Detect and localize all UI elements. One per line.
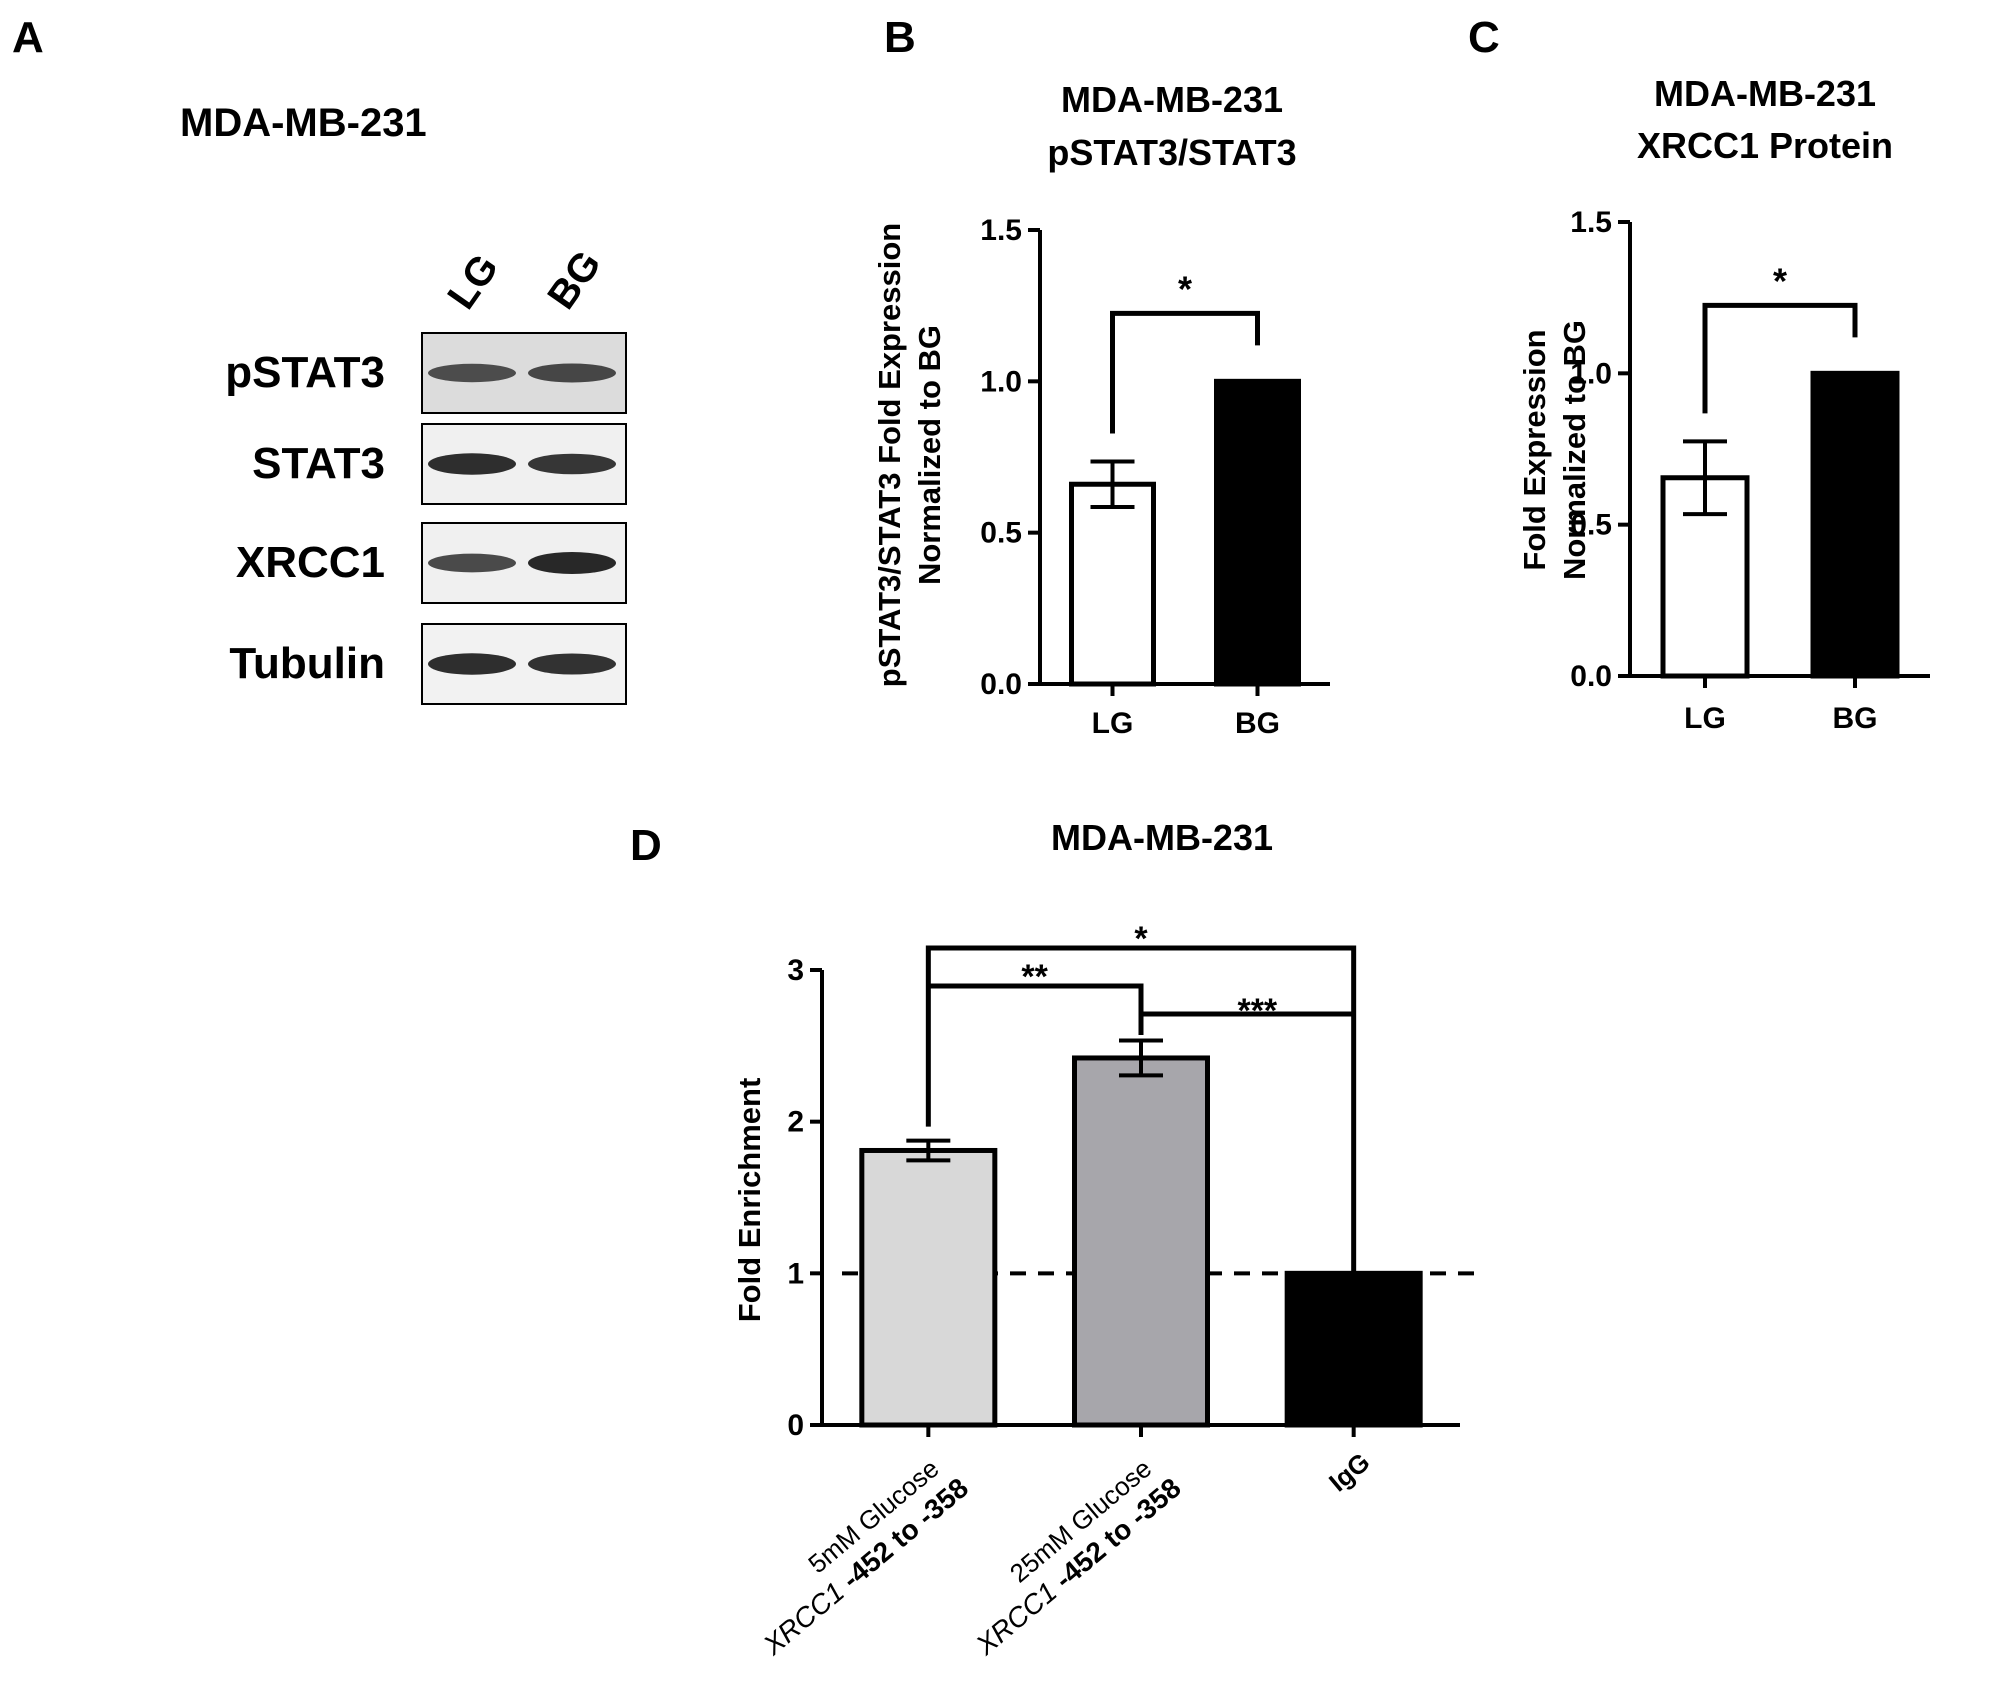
blot-label: XRCC1 <box>236 538 385 587</box>
blot-title: MDA-MB-231 <box>180 101 427 145</box>
x-tick-label: BG <box>1833 702 1878 735</box>
y-tick-label: 0.0 <box>980 668 1022 701</box>
y-tick-label: 3 <box>787 954 804 987</box>
blot-label: Tubulin <box>229 639 385 688</box>
significance-bracket <box>1138 1011 1354 1035</box>
blot-band <box>528 552 616 574</box>
chart-title: MDA-MB-231 <box>1061 79 1283 120</box>
x-tick-label: IgG <box>1323 1447 1375 1498</box>
gene-name: XRCC1 <box>969 1576 1062 1661</box>
blot-band <box>428 453 516 475</box>
y-tick-label: 1 <box>787 1257 804 1290</box>
significance-bracket <box>1110 310 1260 434</box>
y-tick-label: 2 <box>787 1106 804 1139</box>
y-axis-label: pSTAT3/STAT3 Fold Expression <box>872 223 907 687</box>
blot-band <box>528 453 616 475</box>
gene-name: XRCC1 <box>757 1576 850 1661</box>
y-tick-label: 1.5 <box>1570 206 1612 239</box>
bar <box>1810 370 1900 679</box>
bar <box>1072 1055 1210 1428</box>
significance-label: * <box>1178 268 1192 309</box>
chart-title: XRCC1 Protein <box>1637 125 1893 166</box>
y-tick-label: 0.5 <box>980 517 1022 550</box>
lane-label-bg: BG <box>539 243 609 317</box>
y-axis-label: Fold Expression <box>1517 329 1552 570</box>
significance-label: ** <box>1021 958 1048 996</box>
panel-letter-a: A <box>12 13 44 62</box>
blot-band <box>528 653 616 675</box>
y-tick-label: 0 <box>787 1409 804 1442</box>
panel-letter-c: C <box>1468 13 1500 62</box>
significance-label: * <box>1134 920 1148 958</box>
western-blot-panel: MDA-MB-231 LG BG pSTAT3 STAT3 XRCC1 Tubulin <box>180 101 627 705</box>
significance-bracket <box>925 945 1357 1330</box>
y-tick-label: 1.0 <box>980 365 1022 398</box>
y-axis-label: Fold Enrichment <box>732 1078 767 1323</box>
lane-label-lg: LG <box>439 246 507 317</box>
y-tick-label: 1.0 <box>1570 357 1612 390</box>
chart-b: MDA-MB-231 pSTAT3/STAT3 pSTAT3/STAT3 Fold … <box>872 79 1330 740</box>
x-tick-label: LG <box>1092 707 1134 740</box>
y-axis-label: Normalized to BG <box>912 325 947 585</box>
y-tick-label: 0.5 <box>1570 509 1612 542</box>
y-tick-label: 0.0 <box>1570 660 1612 693</box>
blot-band <box>428 363 516 383</box>
blot-strips: pSTAT3 STAT3 XRCC1 Tubulin <box>225 332 627 705</box>
chart-title: MDA-MB-231 <box>1654 73 1876 114</box>
blot-label: pSTAT3 <box>225 348 385 397</box>
panel-letter-b: B <box>884 13 916 62</box>
blot-band <box>528 363 616 383</box>
significance-label: * <box>1773 260 1787 301</box>
significance-label: *** <box>1237 992 1277 1030</box>
bar <box>1214 378 1301 687</box>
blot-row: Tubulin <box>229 623 627 705</box>
chart-title: pSTAT3/STAT3 <box>1047 132 1296 173</box>
y-axis-label: Normalized to BG <box>1557 320 1592 580</box>
y-tick-label: 1.5 <box>980 214 1022 247</box>
blot-label: STAT3 <box>252 439 385 488</box>
chart-d: MDA-MB-231 Fold Enrichment 0 1 2 3 5mM Glucose… <box>732 817 1480 1661</box>
x-tick-label-gene: XRCC1 -452 to -358 <box>757 1472 974 1661</box>
panel-letter-d: D <box>630 821 662 870</box>
x-tick-label: LG <box>1684 702 1726 735</box>
x-tick-label-gene: XRCC1 -452 to -358 <box>969 1472 1186 1661</box>
significance-bracket <box>1702 302 1858 414</box>
blot-band <box>428 653 516 675</box>
bar <box>1069 481 1156 687</box>
bar <box>859 1147 998 1428</box>
x-tick-label: BG <box>1235 707 1280 740</box>
chart-title: MDA-MB-231 <box>1051 817 1273 858</box>
blot-band <box>428 553 516 573</box>
blot-row: XRCC1 <box>236 522 627 604</box>
blot-row: pSTAT3 <box>225 332 627 414</box>
blot-row: STAT3 <box>252 423 627 505</box>
chart-c: MDA-MB-231 XRCC1 Protein Fold Expression No… <box>1517 73 1930 735</box>
